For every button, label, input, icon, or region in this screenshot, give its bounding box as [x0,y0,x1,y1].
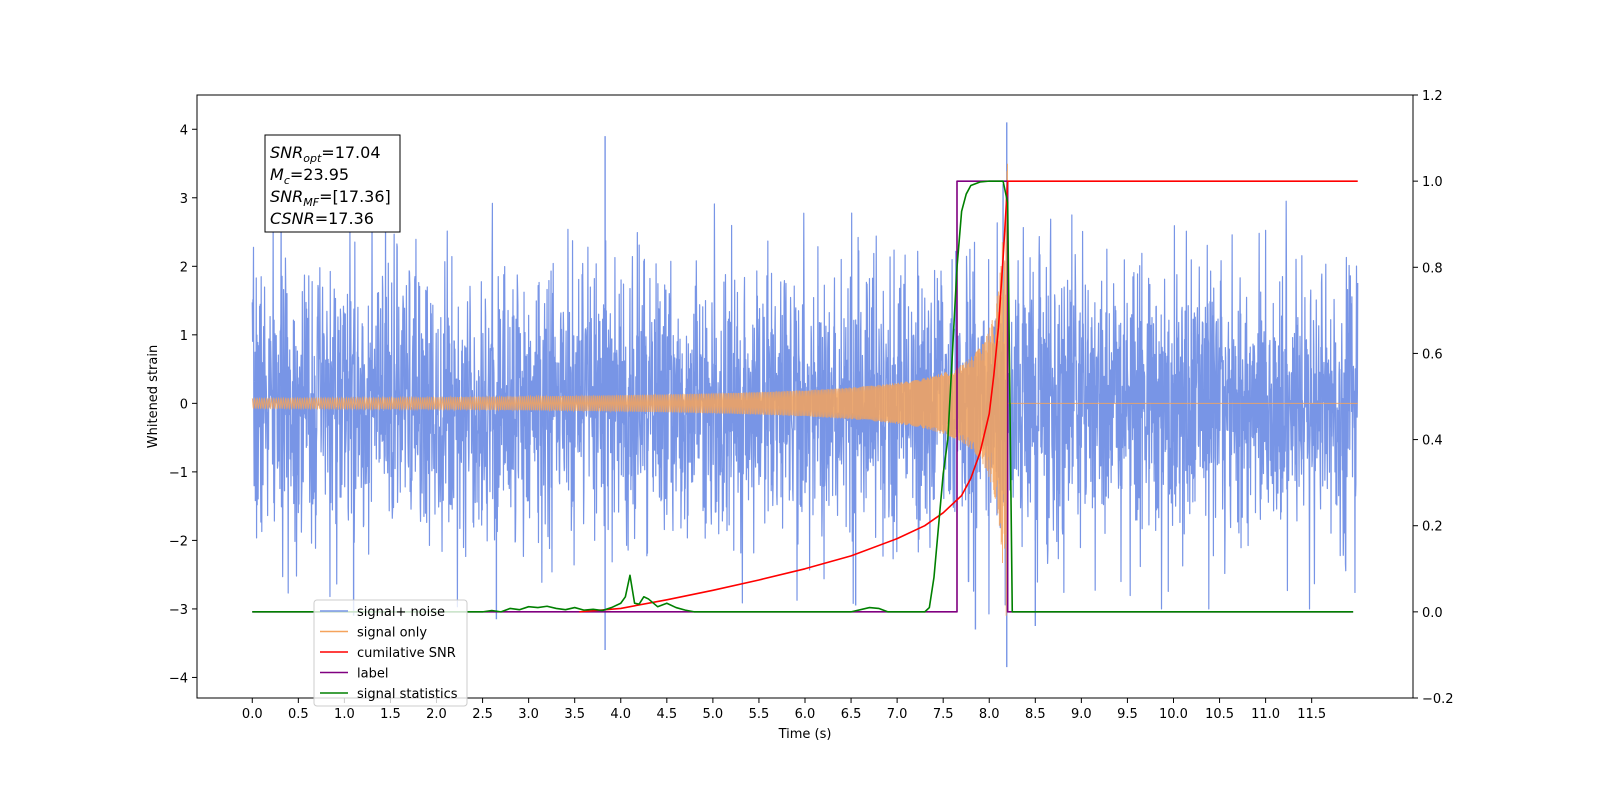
stats-line: SNRMF=[17.36] [270,187,391,209]
x-tick-label: 7.5 [933,707,954,722]
y-tick-label: −2 [169,534,188,549]
y-tick-label: 1 [180,329,188,344]
legend-entry: signal only [357,626,427,641]
series-signal-only [251,163,1358,616]
x-tick-label: 8.5 [1025,707,1046,722]
x-tick-label: 4.0 [610,707,631,722]
x-tick-label: 6.0 [795,707,816,722]
y2-tick-label: 1.2 [1422,89,1443,104]
y2-tick-label: 0.6 [1422,347,1443,362]
y-tick-label: −3 [169,603,188,618]
x-tick-label: 3.0 [518,707,539,722]
y2-tick-label: 0.4 [1422,434,1443,449]
x-tick-label: 8.0 [979,707,1000,722]
x-tick-label: 11.5 [1297,707,1326,722]
x-tick-label: 10.0 [1159,707,1188,722]
y-tick-label: 3 [180,192,188,207]
x-tick-label: 7.0 [887,707,908,722]
stats-annotation: SNRopt=17.04Mc=23.95SNRMF=[17.36]CSNR=17… [264,134,401,233]
series-signal-statistics [252,180,1354,613]
stats-line: Mc=23.95 [270,165,349,187]
series-signal-noise [251,198,1359,615]
x-tick-label: 9.5 [1117,707,1138,722]
x-tick-label: 2.5 [472,707,493,722]
y-tick-label: −4 [169,671,188,686]
y2-tick-label: −0.2 [1422,692,1454,707]
legend-entry: cumilative SNR [357,646,456,661]
y-axis-right: 1.2 1.0 0.8 0.6 0.4 0.2 0.0 −0.2 [1413,89,1454,707]
x-tick-label: 6.5 [841,707,862,722]
x-tick-label: 0.0 [242,707,263,722]
legend: signal+ noise signal only cumilative SNR la… [313,599,468,707]
y-tick-label: 4 [180,123,188,138]
y2-tick-label: 1.0 [1422,175,1443,190]
legend-frame [313,599,468,707]
legend-entry: signal statistics [357,687,458,702]
x-axis: 0.0 0.5 1.0 1.5 2.0 2.5 3.0 3.5 4.0 4.5 5.0 5.5 6.0 6… [242,698,1326,722]
y2-tick-label: 0.0 [1422,606,1443,621]
x-tick-label: 11.0 [1251,707,1280,722]
y-axis-label: Whitened strain [146,345,161,448]
x-tick-label: 4.5 [656,707,677,722]
x-tick-label: 1.5 [380,707,401,722]
y2-tick-label: 0.8 [1422,261,1443,276]
stats-line: CSNR=17.36 [270,209,374,228]
y-axis-left: 4 3 2 1 0 −1 −2 −3 −4 [169,123,197,686]
y-tick-label: 2 [180,260,188,275]
series-cumulative-snr [579,180,1358,613]
legend-entry: label [357,667,388,682]
x-tick-label: 5.0 [703,707,724,722]
y-tick-label: −1 [169,466,188,481]
x-tick-label: 2.0 [426,707,447,722]
x-tick-label: 3.5 [564,707,585,722]
x-tick-label: 10.5 [1205,707,1234,722]
stats-line: SNRopt=17.04 [270,143,381,165]
x-tick-label: 9.0 [1071,707,1092,722]
plot-area [251,122,1359,668]
legend-entry: signal+ noise [357,605,445,620]
stats-box-frame [264,134,401,233]
x-tick-label: 5.5 [749,707,770,722]
x-axis-label: Time (s) [778,727,832,742]
y2-tick-label: 0.2 [1422,520,1443,535]
x-tick-label: 1.0 [334,707,355,722]
y-tick-label: 0 [180,397,188,412]
x-tick-label: 0.5 [288,707,309,722]
